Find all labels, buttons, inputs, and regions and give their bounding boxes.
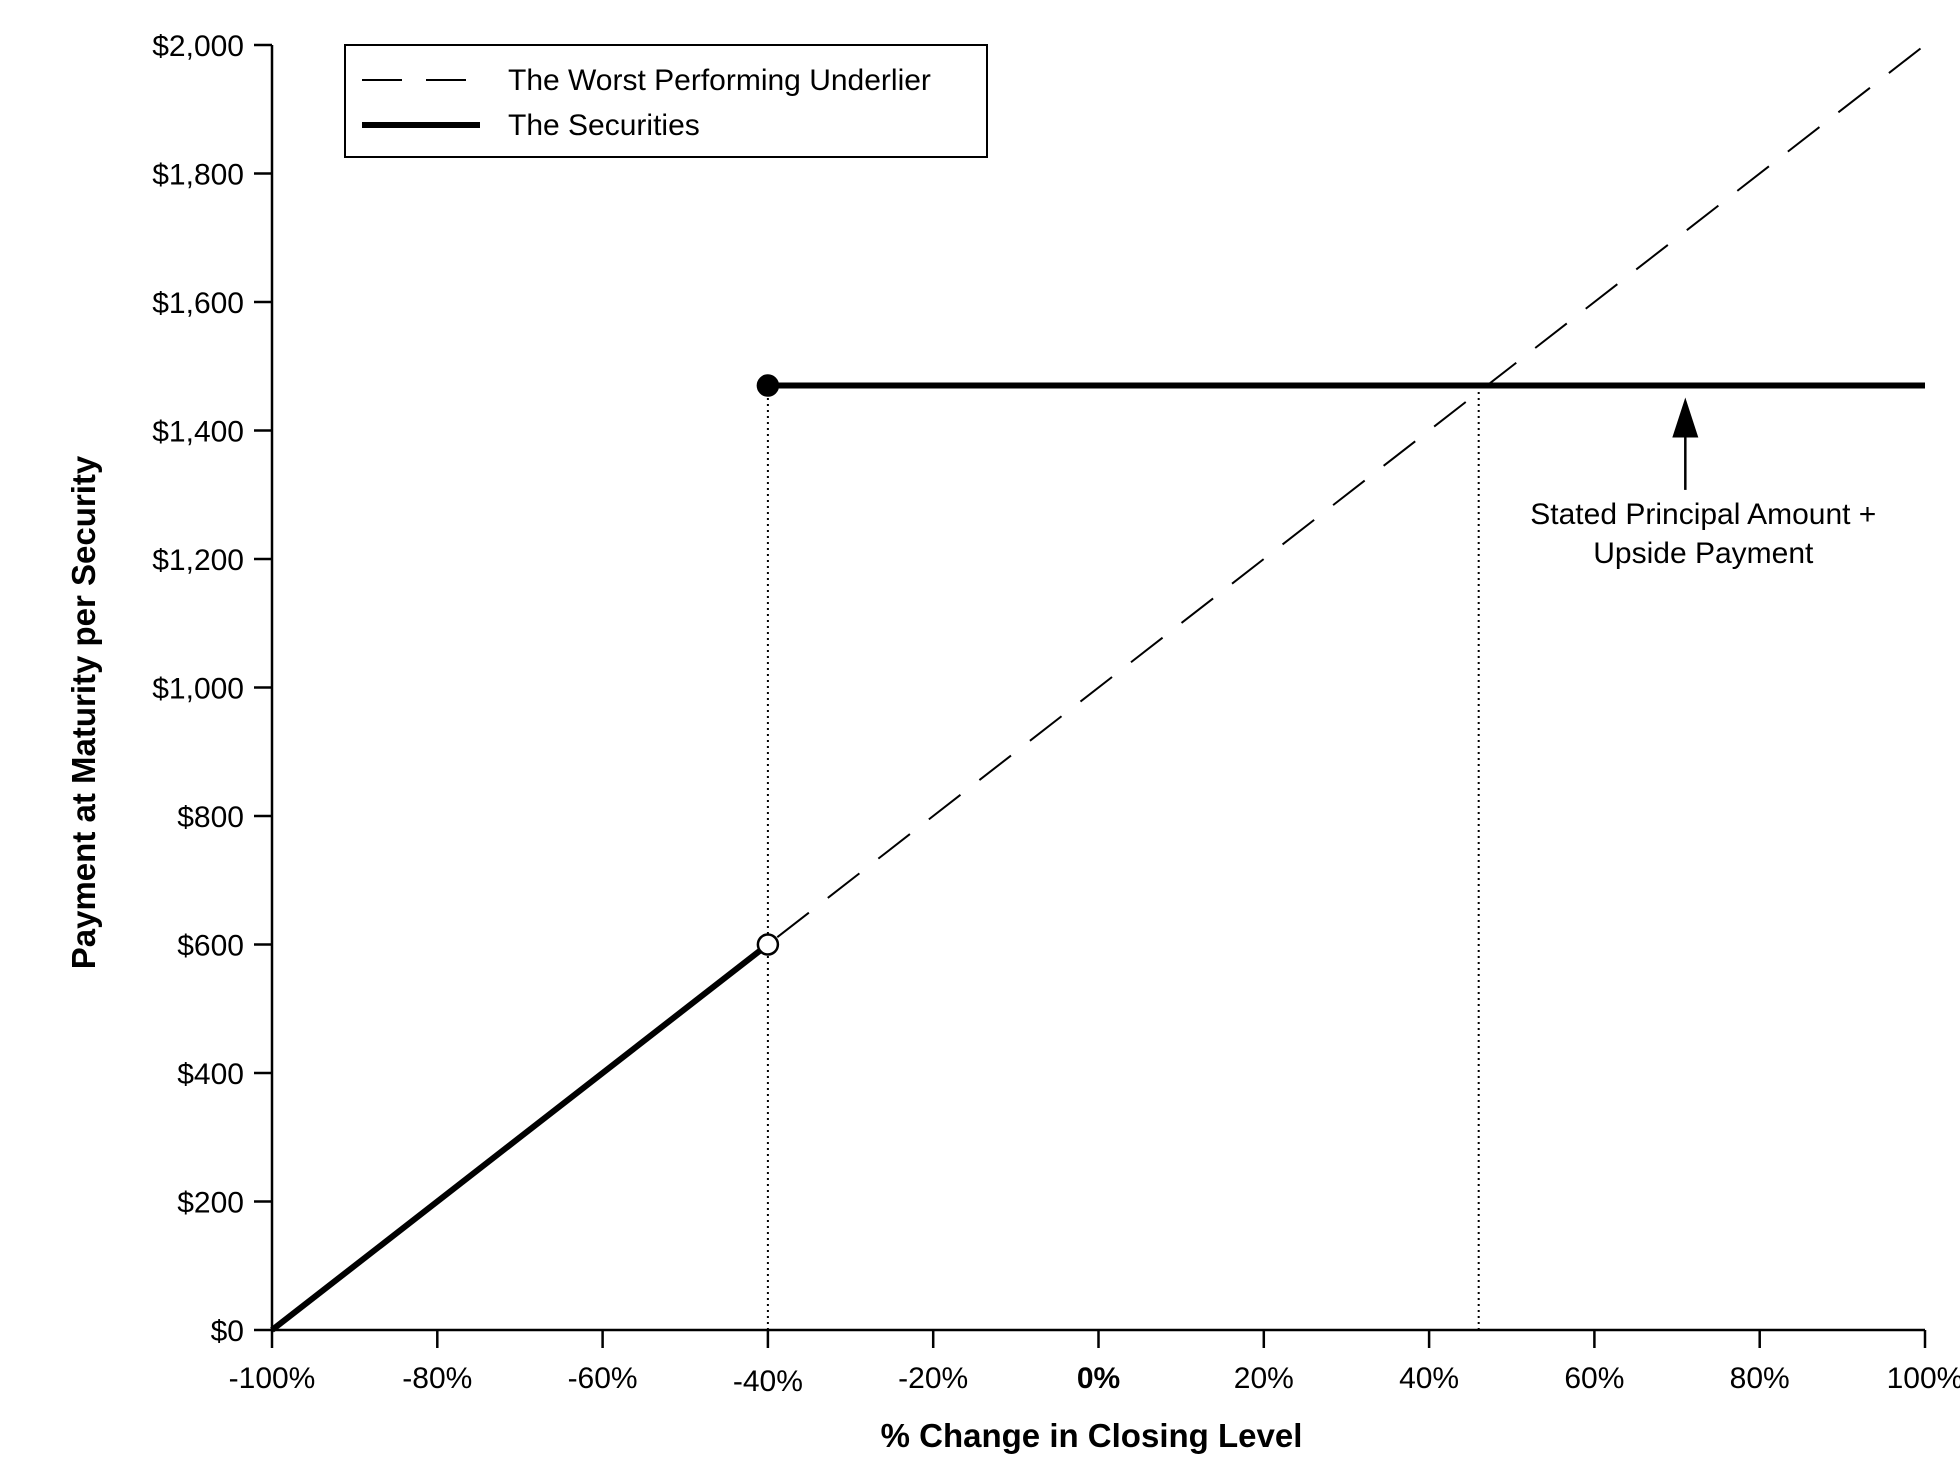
y-tick-label: $1,400 — [152, 416, 244, 449]
x-axis-title: % Change in Closing Level — [881, 1417, 1303, 1454]
y-tick-label: $400 — [177, 1058, 244, 1091]
x-tick-label: 20% — [1234, 1362, 1294, 1395]
y-tick-label: $0 — [211, 1315, 244, 1348]
x-tick-label: 100% — [1887, 1362, 1960, 1395]
legend-box — [344, 44, 988, 158]
legend-label: The Worst Performing Underlier — [508, 64, 931, 97]
x-tick-label: -100% — [229, 1362, 316, 1395]
markers-layer — [756, 374, 780, 956]
legend: The Worst Performing Underlier The Securi… — [344, 44, 988, 158]
annotation-text-line: Stated Principal Amount + — [1530, 498, 1876, 531]
y-axis-title: Payment at Maturity per Security — [65, 455, 102, 969]
annotation-arrow-head — [1672, 397, 1699, 438]
axes: $0 $200 $400 $600 $800 $1,000 $1,200 $1,400 $1,6… — [152, 30, 1960, 1398]
x-tick-label: 80% — [1730, 1362, 1790, 1395]
annotation-layer: Stated Principal Amount + Upside Payment — [1530, 397, 1876, 570]
x-tick-label: -80% — [402, 1362, 472, 1395]
reference-lines — [766, 385, 1480, 1330]
y-tick-label: $800 — [177, 801, 244, 834]
filled-marker — [756, 374, 780, 397]
series-securities-segment-0 — [270, 942, 770, 1333]
annotation-text-line: Upside Payment — [1593, 537, 1814, 570]
series-layer — [270, 44, 1926, 1333]
x-tick-label: -60% — [568, 1362, 638, 1395]
x-tick-label: 60% — [1564, 1362, 1624, 1395]
legend-label: The Securities — [508, 109, 700, 142]
x-tick-label: -20% — [898, 1362, 968, 1395]
x-tick-label: -40% — [733, 1365, 803, 1398]
x-tick-label: 40% — [1399, 1362, 1459, 1395]
y-tick-label: $200 — [177, 1187, 244, 1220]
y-tick-label: $1,000 — [152, 673, 244, 706]
y-tick-label: $1,200 — [152, 544, 244, 577]
y-tick-label: $1,800 — [152, 159, 244, 192]
y-tick-label: $2,000 — [152, 30, 244, 63]
y-tick-label: $1,600 — [152, 287, 244, 320]
y-tick-label: $600 — [177, 930, 244, 963]
x-tick-label: 0% — [1077, 1362, 1120, 1395]
open-marker — [756, 933, 780, 956]
